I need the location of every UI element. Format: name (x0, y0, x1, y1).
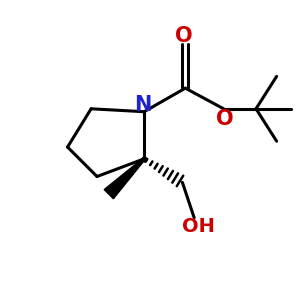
Text: O: O (216, 109, 234, 129)
Text: O: O (175, 26, 193, 46)
Text: OH: OH (182, 217, 215, 236)
Text: N: N (134, 95, 151, 115)
Polygon shape (104, 158, 145, 199)
